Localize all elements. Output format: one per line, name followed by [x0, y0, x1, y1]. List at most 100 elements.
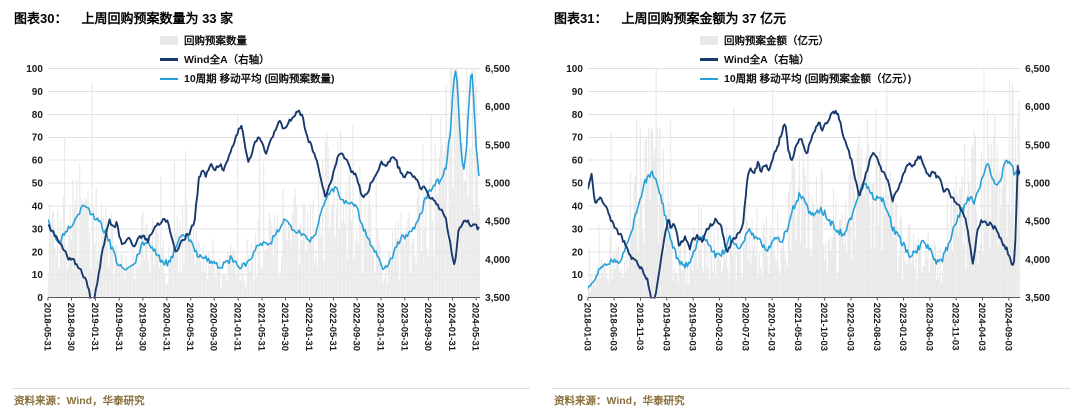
svg-text:2023-05-31: 2023-05-31	[398, 303, 409, 351]
svg-text:2020-01-31: 2020-01-31	[160, 303, 171, 351]
svg-text:2018-09-30: 2018-09-30	[65, 303, 76, 351]
svg-text:60: 60	[32, 156, 44, 167]
svg-text:4,500: 4,500	[1025, 217, 1050, 228]
figure-30-source-note: 资料来源：Wind，华泰研究	[12, 388, 530, 410]
svg-text:50: 50	[32, 179, 44, 190]
y-axis-right-labels: 3,500 4,000 4,500 5,000 5,500 6,000 6,500	[1025, 64, 1050, 304]
wind-line-label: Wind全A（右轴）	[724, 54, 810, 66]
bar-series-swatch-icon	[700, 36, 718, 45]
y-axis-right-labels: 3,500 4,000 4,500 5,000 5,500 6,000 6,500	[485, 64, 510, 304]
svg-text:2022-05-31: 2022-05-31	[327, 303, 338, 351]
svg-text:2020-12-03: 2020-12-03	[766, 303, 777, 351]
figure-30-title-row: 图表30： 上周回购预案数量为 33 家	[12, 6, 530, 30]
svg-text:2024-01-31: 2024-01-31	[446, 303, 457, 351]
svg-text:2018-06-03: 2018-06-03	[608, 303, 619, 351]
svg-text:90: 90	[32, 87, 44, 98]
x-axis-labels: 2018-05-31 2018-09-30 2019-01-31 2019-05-31…	[41, 303, 480, 351]
svg-text:2018-01-03: 2018-01-03	[581, 303, 592, 351]
svg-text:2021-01-31: 2021-01-31	[232, 303, 243, 351]
figure-30-chart-area: 0 10 20 30 40 50 60 70 80 90 100 3,500 4,000 4,500 5,0…	[12, 30, 530, 386]
svg-text:6,500: 6,500	[1025, 64, 1050, 75]
svg-text:6,000: 6,000	[1025, 102, 1050, 113]
svg-text:2019-05-31: 2019-05-31	[113, 303, 124, 351]
svg-text:2021-09-30: 2021-09-30	[279, 303, 290, 351]
bar-series	[587, 68, 1020, 298]
svg-text:2019-09-30: 2019-09-30	[136, 303, 147, 351]
svg-text:0: 0	[37, 293, 43, 304]
figure-31-number: 图表31：	[554, 11, 608, 26]
svg-text:5,000: 5,000	[1025, 179, 1050, 190]
legend-item-ma: 10周期 移动平均 (回购预案金额（亿元）)	[700, 71, 911, 86]
figure-31-caption: 上周回购预案金额为 37 亿元	[621, 11, 787, 26]
figure-30-chart-canvas: 0 10 20 30 40 50 60 70 80 90 100 3,500 4,000 4,500 5,0…	[26, 64, 510, 351]
svg-text:10: 10	[32, 270, 44, 281]
legend-item-wind: Wind全A（右轴）	[700, 52, 911, 67]
ma-line-series	[47, 70, 480, 271]
svg-text:70: 70	[572, 133, 584, 144]
ma-line-label: 10周期 移动平均 (回购预案数量)	[184, 73, 335, 85]
svg-text:10: 10	[572, 270, 584, 281]
svg-text:2019-01-31: 2019-01-31	[89, 303, 100, 351]
x-axis-labels: 2018-01-03 2018-06-03 2018-11-03 2019-04-03…	[581, 303, 1013, 351]
svg-text:40: 40	[32, 201, 44, 212]
source-text: 资料来源：Wind，华泰研究	[554, 395, 685, 407]
figure-30-caption: 上周回购预案数量为 33 家	[81, 11, 234, 26]
wind-line-series	[587, 109, 1021, 299]
figure-31-chart-canvas: 0 10 20 30 40 50 60 70 80 90 100 3,500 4,000 4,500 5,0…	[566, 64, 1050, 351]
svg-text:80: 80	[572, 110, 584, 121]
svg-text:4,000: 4,000	[485, 255, 510, 266]
svg-text:2022-01-31: 2022-01-31	[303, 303, 314, 351]
legend-item-wind: Wind全A（右轴）	[160, 52, 335, 67]
svg-text:5,500: 5,500	[485, 140, 510, 151]
svg-text:2021-10-03: 2021-10-03	[818, 303, 829, 351]
svg-text:2023-09-30: 2023-09-30	[422, 303, 433, 351]
ma-line-swatch-icon	[700, 77, 718, 80]
svg-text:3,500: 3,500	[485, 293, 510, 304]
figure-30-number: 图表30：	[14, 11, 68, 26]
ma-line-label: 10周期 移动平均 (回购预案金额（亿元）)	[724, 73, 912, 85]
svg-text:2021-05-31: 2021-05-31	[256, 303, 267, 351]
svg-text:2018-11-03: 2018-11-03	[634, 303, 645, 351]
bar-series-swatch-icon	[160, 36, 178, 45]
ma-line-series	[587, 159, 1021, 289]
svg-text:4,000: 4,000	[1025, 255, 1050, 266]
svg-text:2024-04-03: 2024-04-03	[976, 303, 987, 351]
svg-text:90: 90	[572, 87, 584, 98]
svg-text:5,000: 5,000	[485, 179, 510, 190]
svg-text:2020-07-03: 2020-07-03	[739, 303, 750, 351]
svg-text:0: 0	[577, 293, 583, 304]
svg-text:70: 70	[32, 133, 44, 144]
svg-text:20: 20	[32, 247, 44, 258]
svg-text:2019-09-03: 2019-09-03	[687, 303, 698, 351]
wind-line-series	[47, 109, 480, 299]
svg-text:40: 40	[572, 201, 584, 212]
figure-31-legend: 回购预案金额（亿元） Wind全A（右轴） 10周期 移动平均 (回购预案金额（…	[700, 33, 911, 86]
svg-text:2023-01-31: 2023-01-31	[374, 303, 385, 351]
svg-text:20: 20	[572, 247, 584, 258]
svg-text:80: 80	[32, 110, 44, 121]
svg-text:2022-03-03: 2022-03-03	[844, 303, 855, 351]
svg-text:4,500: 4,500	[485, 217, 510, 228]
svg-text:50: 50	[572, 179, 584, 190]
y-axis-left-labels: 0 10 20 30 40 50 60 70 80 90 100	[566, 64, 583, 304]
figure-31-panel: 图表31： 上周回购预案金额为 37 亿元 0 10 20 30 40 50 60 70 80 90…	[540, 0, 1080, 412]
svg-text:100: 100	[26, 64, 43, 75]
figure-31-title-row: 图表31： 上周回购预案金额为 37 亿元	[552, 6, 1070, 30]
legend-item-bars: 回购预案金额（亿元）	[700, 33, 911, 48]
svg-text:6,500: 6,500	[485, 64, 510, 75]
svg-text:3,500: 3,500	[1025, 293, 1050, 304]
figure-30-legend: 回购预案数量 Wind全A（右轴） 10周期 移动平均 (回购预案数量)	[160, 33, 335, 86]
svg-text:2019-04-03: 2019-04-03	[660, 303, 671, 351]
svg-text:2024-09-03: 2024-09-03	[1002, 303, 1013, 351]
figure-31-source-note: 资料来源：Wind，华泰研究	[552, 388, 1070, 410]
svg-text:2020-05-31: 2020-05-31	[184, 303, 195, 351]
svg-text:5,500: 5,500	[1025, 140, 1050, 151]
wind-line-swatch-icon	[160, 58, 178, 61]
svg-text:2023-06-03: 2023-06-03	[923, 303, 934, 351]
figure-30-panel: 图表30： 上周回购预案数量为 33 家 0 10 20 30 40 50 60 70 80 90 1…	[12, 6, 530, 410]
bar-series	[47, 68, 480, 298]
svg-text:6,000: 6,000	[485, 102, 510, 113]
svg-text:2020-02-03: 2020-02-03	[713, 303, 724, 351]
svg-text:2020-09-30: 2020-09-30	[208, 303, 219, 351]
y-axis-left-labels: 0 10 20 30 40 50 60 70 80 90 100	[26, 64, 43, 304]
